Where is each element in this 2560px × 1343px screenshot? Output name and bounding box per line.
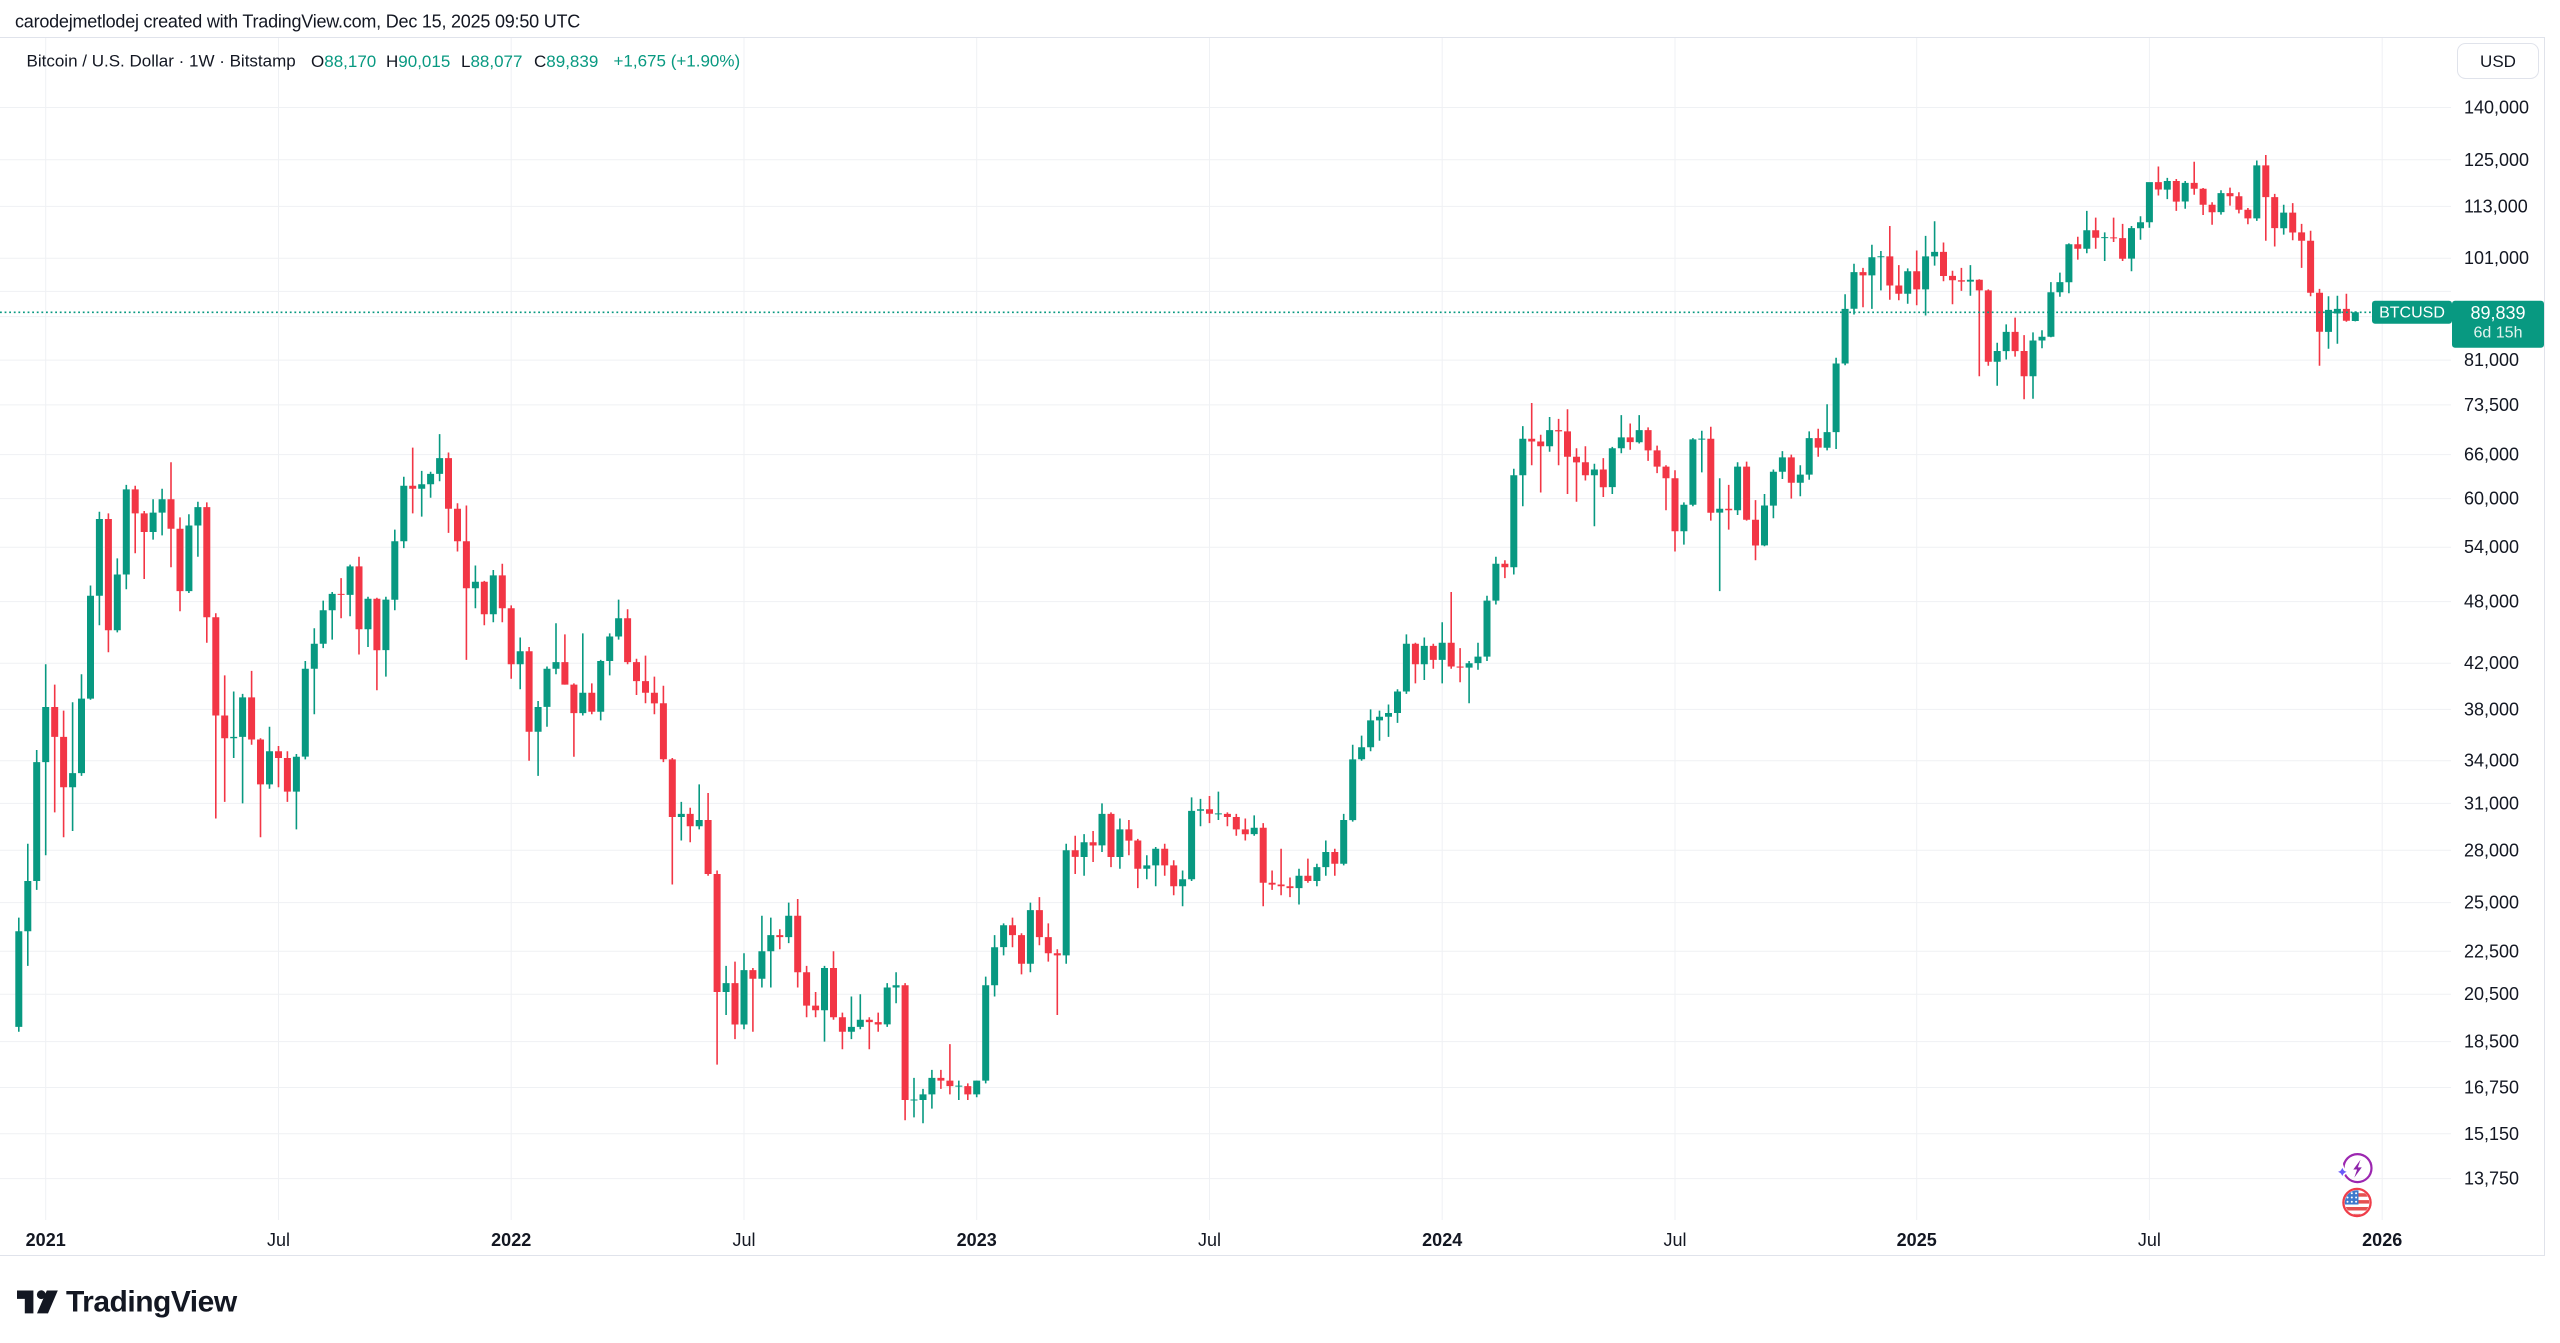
- svg-text:31,000: 31,000: [2464, 793, 2519, 813]
- svg-text:BTCUSD: BTCUSD: [2379, 304, 2445, 321]
- svg-text:2023: 2023: [957, 1230, 997, 1250]
- svg-text:15,150: 15,150: [2464, 1124, 2519, 1144]
- svg-text:28,000: 28,000: [2464, 840, 2519, 860]
- svg-text:Jul: Jul: [267, 1230, 290, 1250]
- svg-text:54,000: 54,000: [2464, 537, 2519, 557]
- svg-text:25,000: 25,000: [2464, 893, 2519, 913]
- svg-text:Jul: Jul: [1663, 1230, 1686, 1250]
- svg-text:TradingView: TradingView: [66, 1286, 238, 1319]
- svg-text:81,000: 81,000: [2464, 350, 2519, 370]
- svg-text:2024: 2024: [1422, 1230, 1462, 1250]
- svg-text:6d 15h: 6d 15h: [2474, 324, 2523, 341]
- svg-text:38,000: 38,000: [2464, 699, 2519, 719]
- svg-text:125,000: 125,000: [2464, 150, 2529, 170]
- svg-text:13,750: 13,750: [2464, 1169, 2519, 1189]
- svg-text:H90,015: H90,015: [386, 52, 450, 71]
- svg-text:2022: 2022: [491, 1230, 531, 1250]
- svg-text:carodejmetlodej created with T: carodejmetlodej created with TradingView…: [15, 12, 580, 32]
- svg-text:34,000: 34,000: [2464, 751, 2519, 771]
- svg-text:2026: 2026: [2362, 1230, 2402, 1250]
- svg-text:20,500: 20,500: [2464, 984, 2519, 1004]
- svg-text:22,500: 22,500: [2464, 941, 2519, 961]
- svg-text:+1,675 (+1.90%): +1,675 (+1.90%): [614, 52, 741, 71]
- svg-text:Jul: Jul: [732, 1230, 755, 1250]
- svg-text:89,839: 89,839: [2470, 303, 2525, 323]
- svg-text:O88,170: O88,170: [311, 52, 376, 71]
- svg-text:Jul: Jul: [1198, 1230, 1221, 1250]
- svg-text:C89,839: C89,839: [534, 52, 598, 71]
- svg-text:101,000: 101,000: [2464, 248, 2529, 268]
- svg-text:L88,077: L88,077: [461, 52, 522, 71]
- svg-text:60,000: 60,000: [2464, 489, 2519, 509]
- svg-text:140,000: 140,000: [2464, 98, 2529, 118]
- svg-text:73,500: 73,500: [2464, 395, 2519, 415]
- svg-text:48,000: 48,000: [2464, 592, 2519, 612]
- svg-text:Bitcoin / U.S. Dollar · 1W · B: Bitcoin / U.S. Dollar · 1W · Bitstamp: [27, 52, 296, 71]
- svg-text:18,500: 18,500: [2464, 1032, 2519, 1052]
- svg-text:66,000: 66,000: [2464, 445, 2519, 465]
- svg-text:USD: USD: [2480, 52, 2516, 71]
- svg-text:16,750: 16,750: [2464, 1078, 2519, 1098]
- svg-text:113,000: 113,000: [2464, 196, 2528, 216]
- svg-text:2021: 2021: [26, 1230, 66, 1250]
- svg-text:2025: 2025: [1897, 1230, 1937, 1250]
- svg-text:Jul: Jul: [2138, 1230, 2161, 1250]
- svg-text:42,000: 42,000: [2464, 653, 2519, 673]
